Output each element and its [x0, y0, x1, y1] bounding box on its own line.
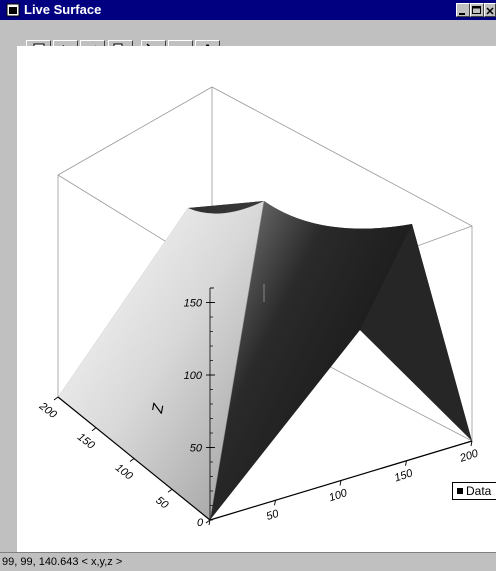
surface-ridge [209, 200, 265, 521]
x-ticks: 50 100 150 200 [208, 440, 481, 526]
legend-swatch [457, 488, 463, 494]
minimize-icon [459, 13, 465, 15]
x-tick [405, 460, 407, 466]
y-tick [205, 519, 211, 524]
z-ticks: 50 100 150 [184, 287, 215, 521]
title-bar[interactable]: Live Surface [0, 0, 496, 20]
z-tick-label: 150 [184, 298, 203, 310]
app-icon[interactable] [6, 3, 20, 17]
close-icon [486, 7, 494, 15]
cursor-readout: 99, 99, 140.643 < x,y,z > [2, 556, 123, 568]
x-tick-label: 50 [265, 508, 281, 523]
x-tick-label: 200 [458, 447, 481, 465]
x-tick [339, 480, 342, 486]
z-axis-label: Z [149, 402, 168, 416]
plot-area[interactable]: 50 100 150 50 100 150 200 0 50 100 150 200 Z [17, 46, 496, 552]
z-tick-label: 100 [184, 370, 203, 382]
legend[interactable]: Data [452, 482, 496, 500]
status-bar: 99, 99, 140.643 < x,y,z > [0, 552, 496, 571]
surface-right-wing [360, 224, 472, 441]
legend-label: Data [466, 484, 492, 498]
x-tick [208, 519, 211, 526]
maximize-icon [472, 6, 481, 14]
x-tick-label: 150 [393, 467, 415, 484]
z-tick-label: 50 [190, 443, 203, 455]
y-tick-label: 200 [36, 400, 59, 422]
close-button[interactable] [484, 3, 496, 17]
y-tick [91, 427, 97, 432]
x-tick [470, 440, 473, 447]
y-tick [129, 458, 135, 462]
maximize-button[interactable] [470, 3, 484, 17]
surface-plot[interactable]: 50 100 150 50 100 150 200 0 50 100 150 200 Z [17, 46, 496, 552]
y-tick-label: 100 [113, 462, 136, 483]
y-tick [53, 396, 59, 401]
surface-front-left-face [58, 201, 264, 520]
y-tick-label: 150 [75, 431, 98, 452]
x-tick [274, 500, 276, 506]
y-tick-label: 0 [197, 517, 204, 529]
x-tick-label: 100 [327, 487, 349, 504]
y-tick [167, 488, 173, 493]
minimize-button[interactable] [456, 3, 470, 17]
window-title: Live Surface [24, 2, 102, 17]
y-tick-label: 50 [153, 494, 171, 512]
